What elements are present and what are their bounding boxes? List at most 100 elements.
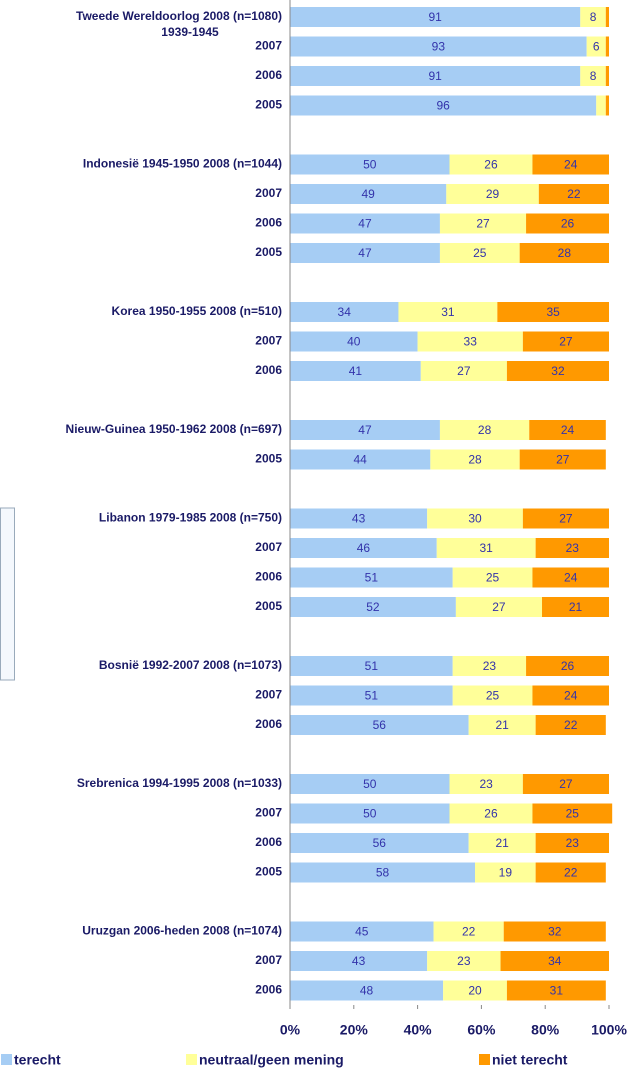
bar-segment bbox=[290, 213, 440, 234]
value-label: 46 bbox=[357, 541, 371, 555]
legend-swatch bbox=[1, 1054, 12, 1065]
legend-label: niet terecht bbox=[492, 1052, 568, 1068]
value-label: 58 bbox=[376, 866, 390, 880]
value-label: 96 bbox=[436, 99, 450, 113]
bar-segment bbox=[605, 95, 609, 116]
bar-segment bbox=[439, 213, 527, 234]
value-label: 29 bbox=[486, 187, 500, 201]
value-label: 33 bbox=[464, 335, 478, 349]
category-label: 2005 bbox=[255, 865, 282, 879]
bar-segment bbox=[532, 685, 609, 706]
category-label: Srebrenica 1994-1995 2008 (n=1033) bbox=[77, 776, 282, 790]
bar-segment bbox=[290, 154, 450, 175]
value-label: 47 bbox=[358, 246, 372, 260]
bar-segment bbox=[290, 715, 469, 735]
bar-segment bbox=[290, 597, 456, 617]
x-tick-label: 80% bbox=[531, 1022, 560, 1038]
bar-segment bbox=[436, 538, 536, 558]
x-tick-label: 20% bbox=[340, 1022, 369, 1038]
bar-segment bbox=[290, 508, 428, 529]
value-label: 30 bbox=[468, 512, 482, 526]
bar-segment bbox=[290, 921, 434, 942]
bar-segment bbox=[290, 803, 450, 824]
bar-segment bbox=[526, 213, 609, 234]
x-tick-label: 0% bbox=[280, 1022, 301, 1038]
value-label: 23 bbox=[566, 541, 580, 555]
bar-segment bbox=[290, 331, 418, 352]
bar-segment bbox=[290, 951, 428, 971]
bar-segment bbox=[290, 862, 476, 883]
bar-segment bbox=[290, 66, 581, 86]
bar-segment bbox=[522, 508, 609, 529]
value-label: 28 bbox=[468, 453, 482, 467]
x-tick-label: 40% bbox=[404, 1022, 433, 1038]
bar-segment bbox=[497, 302, 609, 322]
value-label: 91 bbox=[428, 69, 442, 83]
value-label: 34 bbox=[338, 305, 352, 319]
value-label: 47 bbox=[358, 217, 372, 231]
bar-segment bbox=[522, 774, 609, 794]
category-label: 2006 bbox=[255, 570, 282, 584]
value-label: 27 bbox=[559, 777, 573, 791]
value-label: 22 bbox=[564, 718, 578, 732]
value-label: 19 bbox=[499, 866, 513, 880]
annotation: 1939-1945 bbox=[161, 25, 219, 39]
value-label: 51 bbox=[365, 571, 379, 585]
value-label: 31 bbox=[550, 984, 564, 998]
bar-segment bbox=[500, 951, 609, 971]
value-label: 45 bbox=[355, 925, 369, 939]
value-label: 6 bbox=[593, 40, 600, 54]
value-label: 48 bbox=[360, 984, 374, 998]
bar-segment bbox=[455, 597, 543, 617]
value-label: 50 bbox=[363, 807, 377, 821]
category-label: Indonesië 1945-1950 2008 (n=1044) bbox=[83, 157, 282, 171]
bar-segment bbox=[580, 66, 606, 86]
value-label: 20 bbox=[468, 984, 482, 998]
bar-segment bbox=[503, 921, 606, 942]
value-label: 23 bbox=[480, 777, 494, 791]
bar-segment bbox=[452, 656, 527, 676]
value-label: 27 bbox=[559, 335, 573, 349]
value-label: 27 bbox=[556, 453, 570, 467]
category-label: 2007 bbox=[255, 806, 282, 820]
bar-segment bbox=[532, 154, 609, 175]
bar-segment bbox=[449, 803, 533, 824]
bar-segment bbox=[398, 302, 498, 322]
category-label: 2007 bbox=[255, 334, 282, 348]
value-label: 28 bbox=[478, 423, 492, 437]
bar-segment bbox=[605, 7, 609, 27]
value-label: 27 bbox=[492, 600, 506, 614]
value-label: 32 bbox=[551, 364, 565, 378]
value-label: 23 bbox=[457, 954, 471, 968]
value-label: 21 bbox=[569, 600, 583, 614]
category-label: Libanon 1979-1985 2008 (n=750) bbox=[99, 511, 282, 525]
bar-segment bbox=[417, 331, 523, 352]
value-label: 24 bbox=[564, 158, 578, 172]
bar-segment bbox=[290, 538, 437, 558]
value-label: 8 bbox=[590, 69, 597, 83]
value-label: 93 bbox=[432, 40, 446, 54]
value-label: 21 bbox=[495, 718, 509, 732]
value-label: 24 bbox=[561, 423, 575, 437]
bar-segment bbox=[439, 243, 520, 263]
legend-swatch bbox=[186, 1054, 197, 1065]
value-label: 26 bbox=[484, 158, 498, 172]
value-label: 26 bbox=[484, 807, 498, 821]
bar-segment bbox=[506, 361, 609, 381]
value-label: 43 bbox=[352, 512, 366, 526]
value-label: 24 bbox=[564, 689, 578, 703]
bar-segment bbox=[475, 862, 536, 883]
bar-segment bbox=[443, 980, 507, 1001]
bar-segment bbox=[605, 36, 609, 57]
value-label: 25 bbox=[473, 246, 487, 260]
bar-segment bbox=[290, 980, 444, 1001]
bar-segment bbox=[596, 95, 606, 116]
bar-segment bbox=[449, 154, 533, 175]
category-label: 2007 bbox=[255, 953, 282, 967]
value-label: 34 bbox=[548, 954, 562, 968]
bar-segment bbox=[290, 685, 453, 706]
value-label: 49 bbox=[361, 187, 375, 201]
value-label: 22 bbox=[564, 866, 578, 880]
value-label: 22 bbox=[462, 925, 476, 939]
legend-swatch bbox=[479, 1054, 490, 1065]
